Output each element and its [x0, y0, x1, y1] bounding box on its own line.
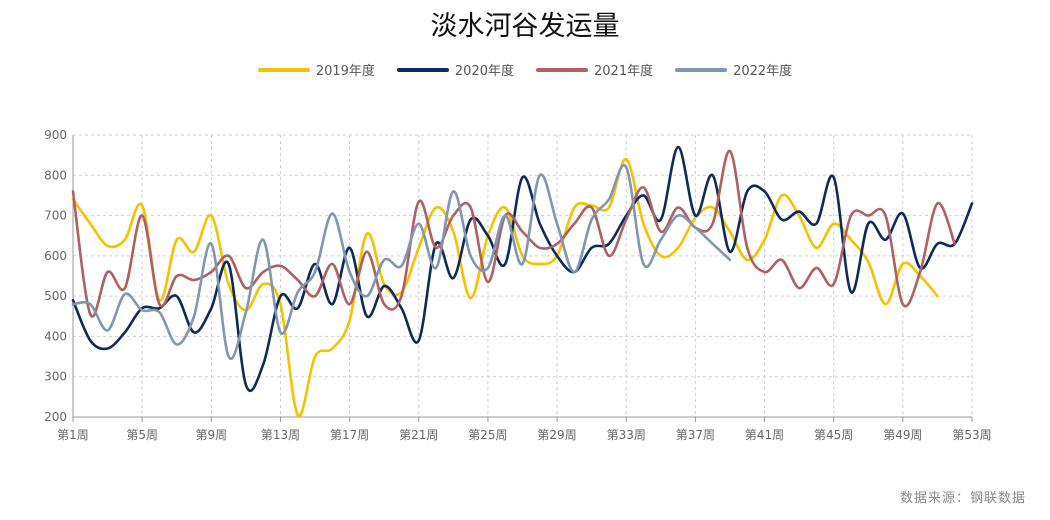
x-tick-label: 第45周	[814, 428, 853, 442]
x-tick-label: 第5周	[126, 428, 158, 442]
data-source-note: 数据来源：钢联数据	[899, 491, 1026, 506]
series-line-2021年度	[71, 149, 957, 318]
legend-item[interactable]: 2021年度	[536, 60, 653, 79]
x-tick-label: 第9周	[195, 428, 227, 442]
x-tick-label: 第41周	[745, 428, 784, 442]
y-tick-label: 700	[44, 209, 67, 223]
y-tick-label: 600	[44, 249, 67, 263]
legend-swatch	[257, 67, 310, 72]
x-tick-label: 第53周	[952, 428, 991, 442]
legend-swatch	[536, 67, 588, 72]
x-tick-label: 第25周	[468, 428, 507, 442]
y-tick-label: 900	[44, 128, 67, 142]
chart-legend: 2019年度 2020年度 2021年度 2022年度	[0, 60, 1050, 79]
x-tick-label: 第13周	[261, 428, 300, 442]
y-tick-label: 500	[44, 289, 67, 303]
y-tick-label: 200	[44, 410, 67, 424]
legend-swatch	[396, 67, 449, 72]
legend-item[interactable]: 2019年度	[257, 60, 375, 79]
series-line-2022年度	[71, 163, 732, 360]
line-chart: 200 300 400 500 600 700 800 900 第1周 第5周 第9周 第13周 第17…	[44, 128, 992, 442]
y-tick-label: 400	[44, 329, 67, 343]
y-tick-label: 300	[44, 370, 67, 384]
legend-swatch	[675, 67, 728, 72]
legend-label: 2019年度	[315, 64, 375, 79]
legend-label: 2020年度	[454, 64, 514, 79]
x-tick-label: 第29周	[537, 428, 576, 442]
x-tick-label: 第49周	[883, 428, 922, 442]
x-tick-label: 第21周	[399, 428, 438, 442]
legend-item[interactable]: 2022年度	[675, 60, 792, 79]
legend-label: 2022年度	[733, 64, 793, 79]
x-tick-label: 第33周	[607, 428, 646, 442]
legend-item[interactable]: 2020年度	[396, 60, 514, 79]
series-line-2020年度	[71, 145, 974, 393]
legend-label: 2021年度	[594, 64, 654, 79]
x-tick-label: 第17周	[330, 428, 369, 442]
chart-title: 淡水河谷发运量	[430, 11, 620, 42]
y-tick-label: 800	[44, 168, 67, 182]
x-tick-label: 第37周	[676, 428, 715, 442]
series-line-2019年度	[71, 157, 939, 417]
x-tick-label: 第1周	[57, 428, 89, 442]
